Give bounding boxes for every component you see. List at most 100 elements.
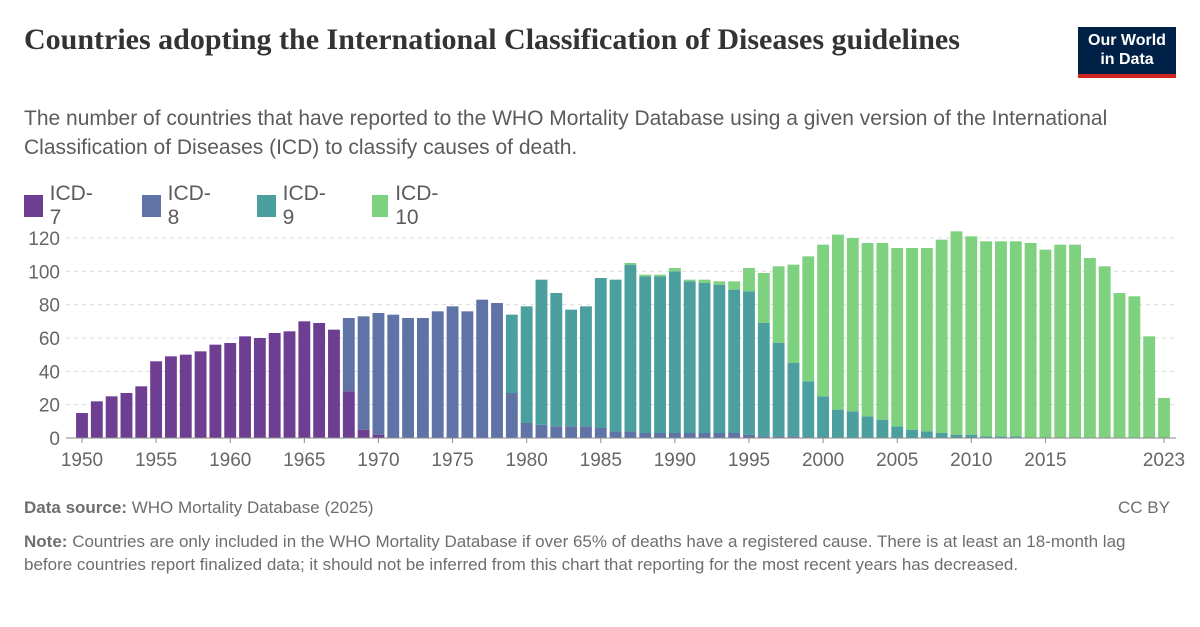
bar-icd-7-1961[interactable]: [239, 336, 251, 438]
bar-icd-9-1984[interactable]: [580, 306, 592, 427]
bar-icd-8-1980[interactable]: [520, 423, 533, 438]
bar-icd-7-1966[interactable]: [313, 323, 326, 438]
bar-icd-7-1967[interactable]: [328, 329, 340, 438]
bar-icd-8-1969[interactable]: [357, 316, 370, 430]
bar-icd-7-1954[interactable]: [135, 386, 148, 438]
bar-icd-8-1994[interactable]: [728, 433, 741, 438]
bar-icd-9-2008[interactable]: [935, 433, 948, 438]
bar-icd-9-1987[interactable]: [624, 264, 637, 432]
bar-icd-7-1963[interactable]: [268, 333, 281, 438]
bar-icd-9-1994[interactable]: [728, 289, 741, 433]
bar-icd-9-1991[interactable]: [683, 281, 696, 433]
bar-icd-7-1970[interactable]: [372, 434, 385, 438]
bar-icd-7-1957[interactable]: [179, 354, 192, 438]
bar-icd-10-2015[interactable]: [1039, 249, 1052, 438]
bar-icd-8-1982[interactable]: [550, 426, 563, 438]
bar-icd-10-2005[interactable]: [891, 248, 904, 427]
bar-icd-10-1999[interactable]: [802, 256, 815, 382]
bar-icd-10-1993[interactable]: [713, 281, 726, 285]
bar-icd-8-1978[interactable]: [491, 303, 503, 438]
legend-item-icd-9[interactable]: ICD-9: [257, 182, 329, 230]
legend-item-icd-8[interactable]: ICD-8: [142, 182, 214, 230]
our-world-in-data-logo[interactable]: Our World in Data: [1078, 27, 1176, 78]
bar-icd-8-1968[interactable]: [342, 318, 355, 392]
bar-icd-8-1977[interactable]: [476, 299, 489, 438]
bar-icd-10-2013[interactable]: [1009, 241, 1022, 437]
bar-icd-10-1994[interactable]: [728, 281, 741, 290]
bar-icd-8-1971[interactable]: [387, 314, 400, 438]
legend-item-icd-7[interactable]: ICD-7: [24, 182, 96, 230]
bar-icd-8-1992[interactable]: [698, 433, 711, 438]
bar-icd-10-1997[interactable]: [772, 266, 785, 343]
bar-icd-7-1950[interactable]: [76, 413, 88, 438]
bar-icd-10-2016[interactable]: [1054, 244, 1067, 438]
bar-icd-8-1984[interactable]: [580, 426, 592, 438]
bar-icd-7-1951[interactable]: [90, 401, 103, 438]
bar-icd-10-2007[interactable]: [920, 248, 933, 432]
bar-icd-10-2022[interactable]: [1143, 336, 1156, 438]
bar-icd-9-2007[interactable]: [920, 431, 933, 438]
bar-icd-10-1988[interactable]: [639, 274, 652, 277]
bar-icd-7-1952[interactable]: [105, 396, 118, 438]
bar-icd-8-1986[interactable]: [609, 431, 622, 438]
bar-icd-10-2003[interactable]: [861, 243, 874, 417]
bar-icd-7-1968[interactable]: [342, 391, 355, 438]
bar-icd-9-1996[interactable]: [757, 323, 770, 437]
bar-icd-9-2009[interactable]: [950, 434, 963, 438]
bar-icd-8-1987[interactable]: [624, 431, 637, 438]
bar-icd-10-2001[interactable]: [831, 234, 844, 410]
bar-icd-9-2011[interactable]: [980, 436, 993, 438]
bar-icd-9-1981[interactable]: [535, 279, 548, 425]
bar-icd-8-1996[interactable]: [757, 436, 770, 438]
bar-icd-10-2017[interactable]: [1069, 244, 1081, 438]
bar-icd-8-1981[interactable]: [535, 424, 548, 438]
bar-icd-7-1962[interactable]: [253, 338, 266, 438]
bar-icd-10-2021[interactable]: [1128, 296, 1141, 438]
bar-icd-8-1974[interactable]: [431, 311, 444, 438]
bar-icd-9-2012[interactable]: [995, 436, 1007, 438]
bar-icd-7-1960[interactable]: [224, 343, 237, 438]
bar-icd-10-2020[interactable]: [1113, 293, 1126, 438]
bar-icd-9-1992[interactable]: [698, 283, 711, 433]
bar-icd-9-1980[interactable]: [520, 306, 533, 423]
bar-icd-9-1982[interactable]: [550, 293, 563, 427]
bar-icd-9-2005[interactable]: [891, 426, 904, 438]
bar-icd-10-1989[interactable]: [654, 274, 666, 277]
bar-icd-10-2023[interactable]: [1158, 398, 1170, 438]
bar-icd-10-1996[interactable]: [757, 273, 770, 323]
bar-icd-7-1955[interactable]: [150, 361, 163, 438]
bar-icd-8-1990[interactable]: [668, 433, 681, 438]
bar-icd-10-1992[interactable]: [698, 279, 711, 283]
bar-icd-8-1985[interactable]: [594, 428, 607, 438]
bar-icd-8-1970[interactable]: [372, 313, 385, 435]
bar-icd-8-1995[interactable]: [743, 434, 755, 438]
bar-icd-9-1985[interactable]: [594, 278, 607, 428]
bar-icd-9-1998[interactable]: [787, 363, 800, 437]
bar-icd-9-2013[interactable]: [1009, 436, 1022, 438]
bar-icd-9-2010[interactable]: [965, 434, 978, 438]
bar-icd-9-1993[interactable]: [713, 284, 726, 433]
bar-icd-9-2000[interactable]: [817, 396, 830, 438]
bar-icd-8-1972[interactable]: [402, 318, 415, 438]
bar-icd-8-1976[interactable]: [461, 311, 474, 438]
bar-icd-9-1999[interactable]: [802, 381, 815, 438]
license-label[interactable]: CC BY: [1118, 498, 1170, 517]
bar-icd-9-2002[interactable]: [846, 411, 859, 438]
bar-icd-10-1995[interactable]: [743, 268, 755, 292]
bar-icd-8-1991[interactable]: [683, 433, 696, 438]
bar-icd-10-2006[interactable]: [906, 248, 918, 430]
bar-icd-7-1959[interactable]: [209, 344, 222, 438]
bar-icd-9-1986[interactable]: [609, 279, 622, 432]
bar-icd-10-2011[interactable]: [980, 241, 993, 437]
bar-icd-9-1989[interactable]: [654, 276, 666, 433]
bar-icd-8-1989[interactable]: [654, 433, 666, 438]
bar-icd-10-2019[interactable]: [1098, 266, 1111, 438]
bar-icd-9-1988[interactable]: [639, 276, 652, 433]
bar-icd-10-1998[interactable]: [787, 264, 800, 363]
bar-icd-7-1969[interactable]: [357, 429, 370, 438]
bar-icd-10-2018[interactable]: [1083, 258, 1096, 438]
bar-icd-9-1997[interactable]: [772, 343, 785, 437]
bar-icd-10-2012[interactable]: [995, 241, 1007, 437]
bar-icd-8-1975[interactable]: [446, 306, 459, 438]
bar-icd-9-2001[interactable]: [831, 409, 844, 438]
